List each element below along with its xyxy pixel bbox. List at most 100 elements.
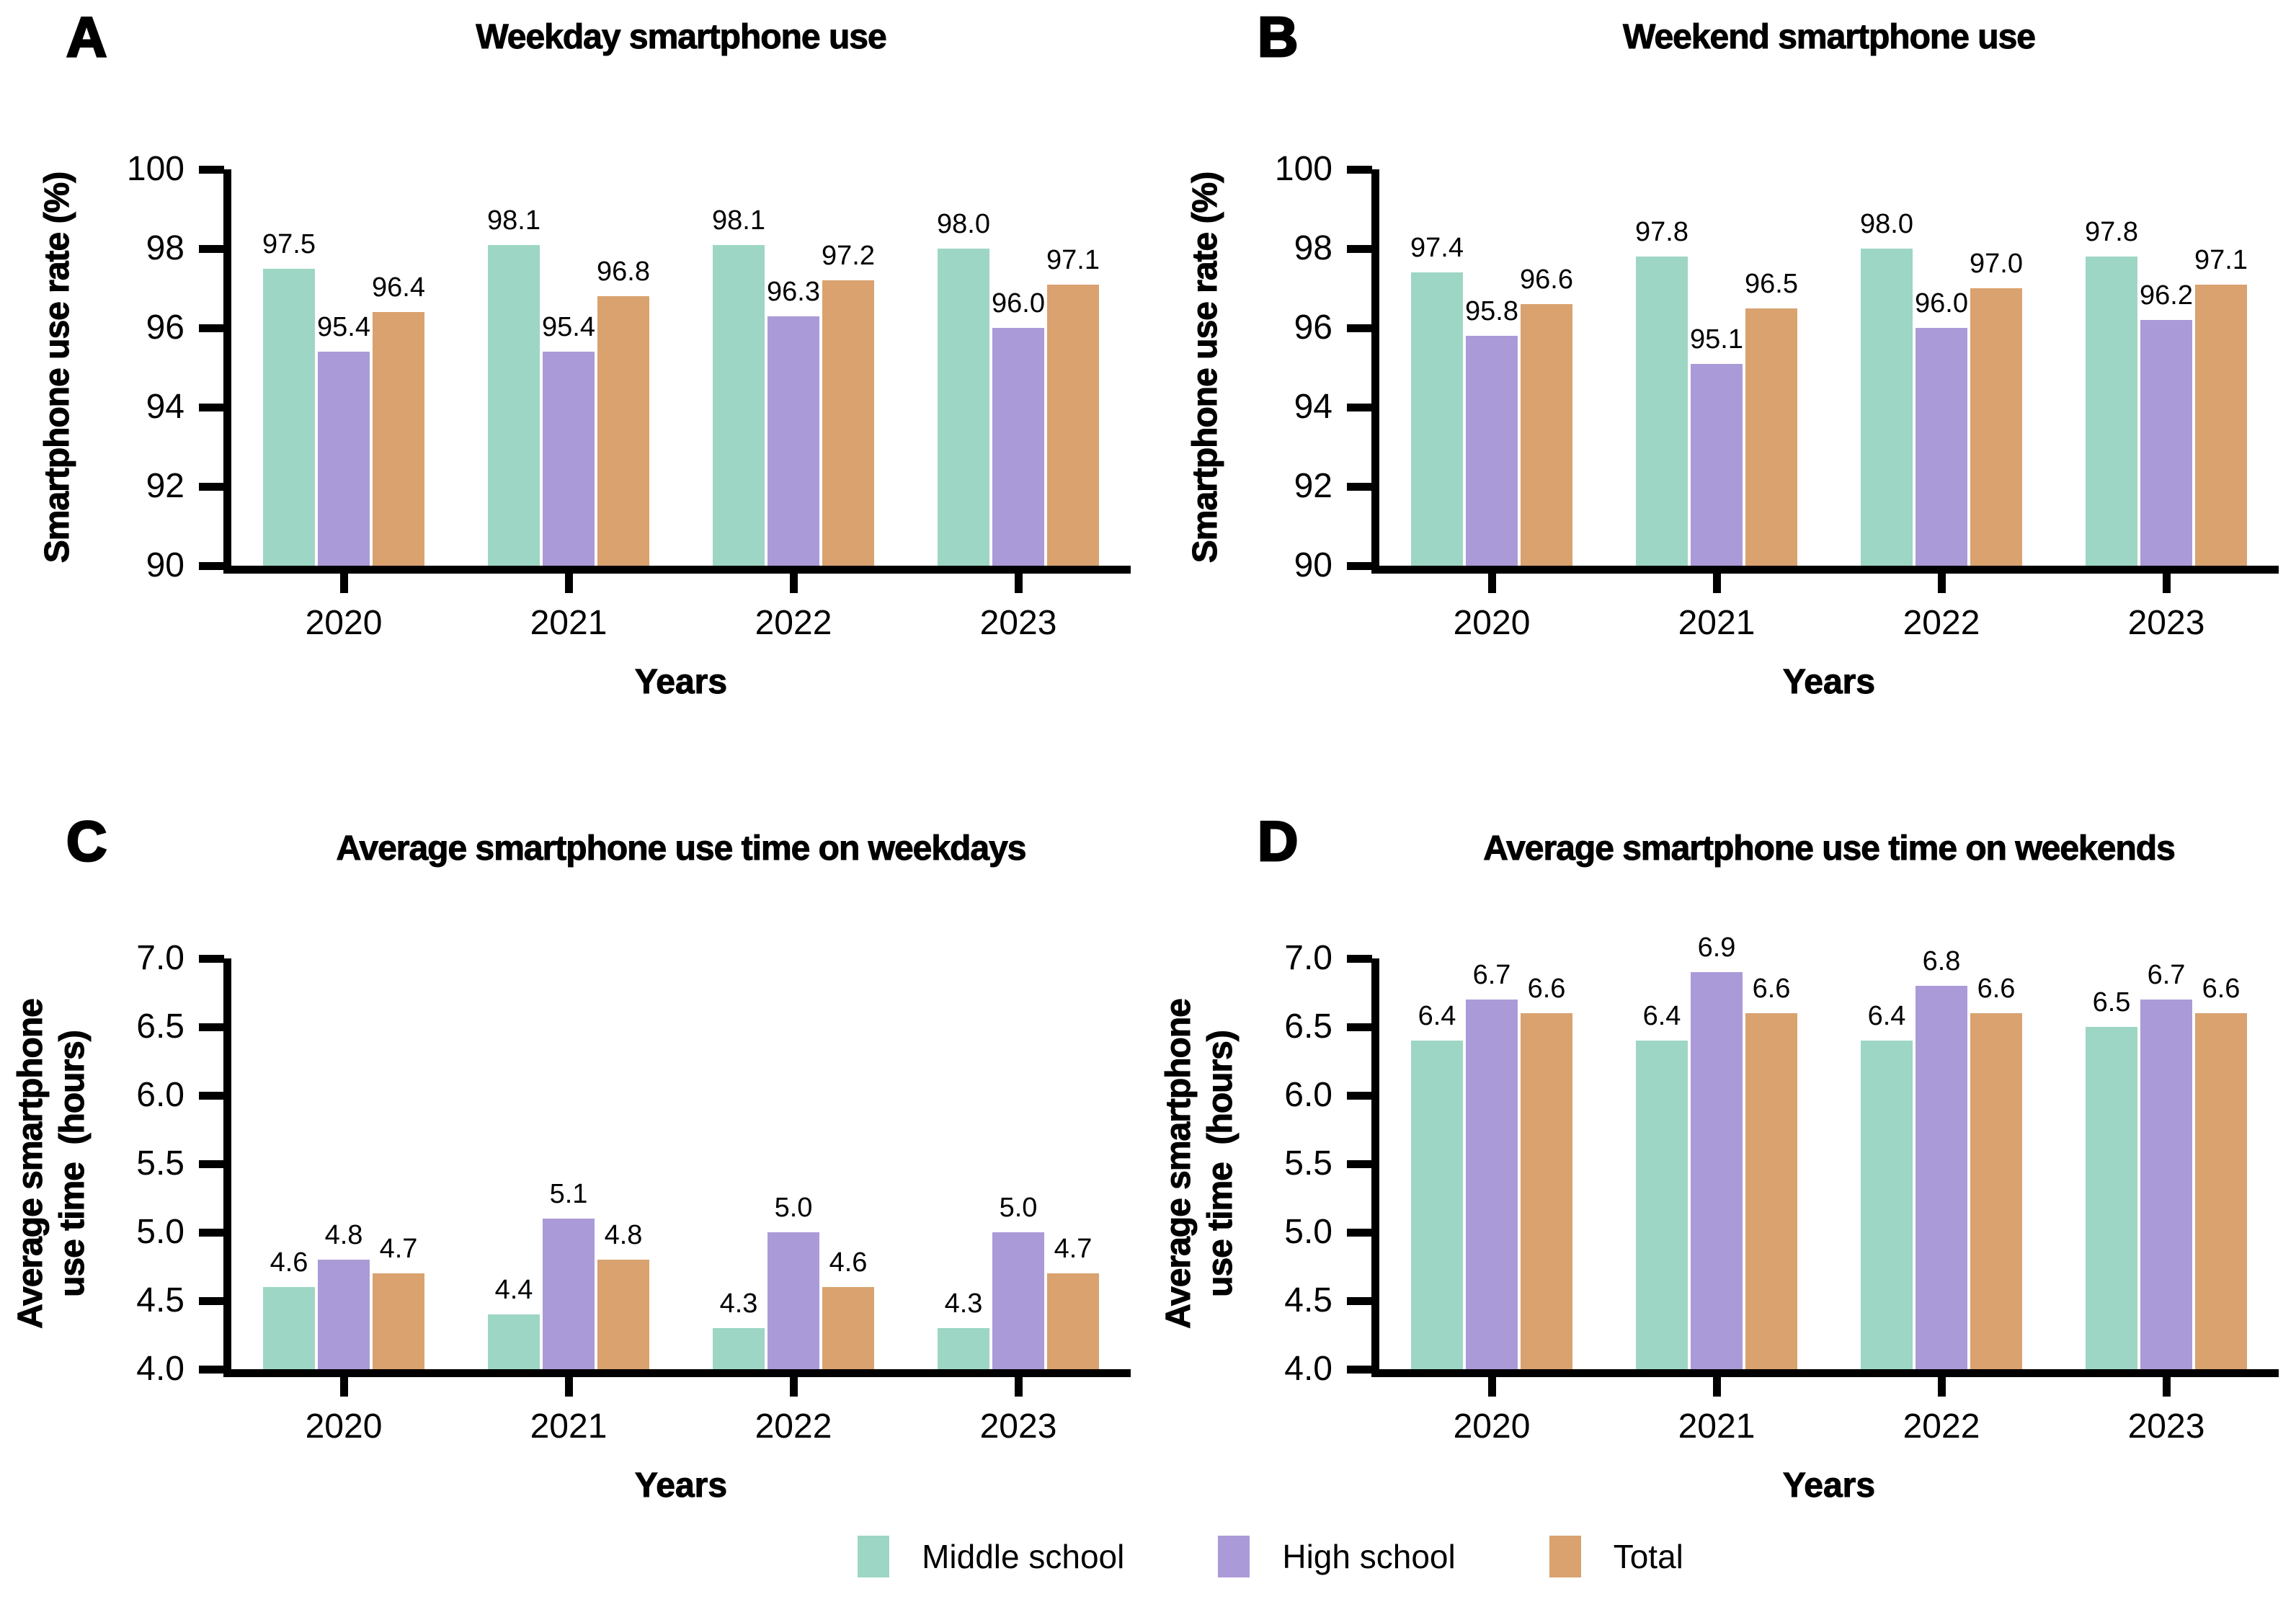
value-label: 95.8 xyxy=(1465,296,1518,326)
bar-middle-school xyxy=(1636,1041,1688,1369)
y-tick-label: 5.5 xyxy=(1284,1144,1332,1183)
x-tick-label: 2023 xyxy=(979,1407,1057,1446)
x-tick-label: 2020 xyxy=(305,1407,383,1446)
x-tick-label: 2023 xyxy=(2127,1407,2205,1446)
bar-high-school xyxy=(543,352,595,566)
y-tick-label: 6.0 xyxy=(1284,1076,1332,1114)
y-axis-label-line: Average smartphone xyxy=(1160,999,1198,1330)
y-tick-label: 92 xyxy=(1294,467,1332,505)
panel-weekday-use-time: C Average smartphone use time on weekday… xyxy=(0,749,1148,1506)
bar-middle-school xyxy=(1861,249,1913,566)
bar-total xyxy=(1970,1013,2022,1369)
y-tick-label: 6.0 xyxy=(136,1076,184,1114)
bar-total xyxy=(1047,284,1099,566)
x-axis-title: Years xyxy=(634,1466,728,1505)
value-label: 4.3 xyxy=(719,1288,758,1319)
value-label: 95.4 xyxy=(542,312,595,342)
x-axis-title: Years xyxy=(1782,1466,1876,1505)
y-tick-mark xyxy=(199,165,224,174)
y-tick-label: 98 xyxy=(146,229,184,267)
y-tick-mark xyxy=(199,1091,224,1100)
value-label: 97.0 xyxy=(1970,249,2023,279)
bar-total xyxy=(373,1273,424,1369)
y-tick-label: 4.0 xyxy=(1284,1350,1332,1388)
y-tick-mark xyxy=(1347,1091,1372,1100)
y-tick-mark xyxy=(1347,244,1372,253)
y-tick-label: 90 xyxy=(1294,546,1332,584)
value-label: 6.7 xyxy=(2147,960,2186,990)
y-tick-mark xyxy=(1347,403,1372,411)
bar-middle-school xyxy=(488,244,540,566)
value-label: 4.6 xyxy=(829,1247,868,1278)
bar-high-school xyxy=(543,1219,595,1369)
bar-high-school xyxy=(2140,1000,2192,1369)
bar-middle-school xyxy=(2086,1027,2137,1369)
x-tick-label: 2021 xyxy=(530,604,608,642)
x-tick-mark xyxy=(789,1377,798,1397)
value-label: 96.8 xyxy=(597,257,650,287)
value-label: 6.5 xyxy=(2092,987,2131,1018)
y-tick-label: 7.0 xyxy=(136,939,184,977)
y-tick-mark xyxy=(199,1228,224,1237)
value-label: 96.0 xyxy=(1915,288,1968,319)
y-tick-label: 94 xyxy=(146,388,184,426)
bar-middle-school xyxy=(1636,257,1688,566)
y-tick-label: 96 xyxy=(146,308,184,347)
y-tick-mark xyxy=(1347,165,1372,174)
bar-high-school xyxy=(1466,336,1518,566)
x-tick-label: 2022 xyxy=(755,604,832,642)
bar-middle-school xyxy=(938,249,989,566)
legend-swatch-high-school xyxy=(1218,1536,1250,1577)
bar-middle-school xyxy=(1411,272,1463,566)
y-tick-mark xyxy=(199,1159,224,1168)
value-label: 6.6 xyxy=(2202,974,2241,1004)
bar-total xyxy=(597,296,649,566)
legend-item-middle-school: Middle school xyxy=(858,1536,1124,1577)
bar-total xyxy=(1521,304,1572,566)
x-tick-mark xyxy=(1937,1377,1946,1397)
x-tick-label: 2020 xyxy=(305,604,383,642)
y-tick-label: 96 xyxy=(1294,308,1332,347)
x-tick-label: 2022 xyxy=(1903,604,1980,642)
bar-middle-school xyxy=(1411,1041,1463,1369)
bar-high-school xyxy=(992,328,1044,566)
value-label: 97.8 xyxy=(2085,217,2138,247)
legend-swatch-middle-school xyxy=(858,1536,890,1577)
x-tick-label: 2023 xyxy=(979,604,1057,642)
y-tick-label: 4.5 xyxy=(1284,1281,1332,1319)
x-tick-label: 2021 xyxy=(530,1407,608,1446)
x-tick-label: 2020 xyxy=(1453,1407,1531,1446)
value-label: 6.4 xyxy=(1418,1001,1456,1031)
y-tick-label: 5.5 xyxy=(136,1144,184,1183)
value-label: 96.5 xyxy=(1745,268,1798,299)
y-tick-mark xyxy=(1347,324,1372,332)
y-tick-label: 94 xyxy=(1294,388,1332,426)
value-label: 98.1 xyxy=(487,205,540,236)
bar-high-school xyxy=(318,352,370,566)
value-label: 4.4 xyxy=(494,1275,533,1305)
value-label: 5.1 xyxy=(549,1179,588,1209)
panel-letter: C xyxy=(65,809,107,874)
y-tick-mark xyxy=(199,403,224,411)
y-tick-label: 5.0 xyxy=(1284,1213,1332,1251)
bar-total xyxy=(373,312,424,566)
bar-total xyxy=(1047,1273,1099,1369)
y-tick-label: 100 xyxy=(1274,150,1332,188)
x-tick-mark xyxy=(1712,1377,1721,1397)
chart-title: Weekend smartphone use xyxy=(1623,18,2037,57)
x-tick-mark xyxy=(1937,574,1946,593)
value-label: 6.4 xyxy=(1867,1001,1906,1031)
value-label: 6.4 xyxy=(1642,1001,1681,1031)
value-label: 97.8 xyxy=(1635,217,1688,247)
x-tick-mark xyxy=(2162,1377,2171,1397)
plot-area: 4.0 4.5 5.0 5.5 6.0 6.5 7.0 2020 6.4 6.7 6.6 2021 6.… xyxy=(1284,932,2279,1505)
legend-item-total: Total xyxy=(1549,1536,1683,1577)
x-tick-label: 2023 xyxy=(2127,604,2205,642)
plot-area: 90 92 94 96 98 100 2020 97.4 95.8 96.6 2021 97.8 95.… xyxy=(1275,150,2279,702)
y-tick-mark xyxy=(1347,1296,1372,1305)
x-tick-mark xyxy=(789,574,798,593)
chart-title: Weekday smartphone use xyxy=(476,18,887,57)
panel-weekend-use-rate: B Weekend smartphone use Smartphone use … xyxy=(1148,0,2296,749)
chart-title: Average smartphone use time on weekdays xyxy=(336,829,1027,868)
